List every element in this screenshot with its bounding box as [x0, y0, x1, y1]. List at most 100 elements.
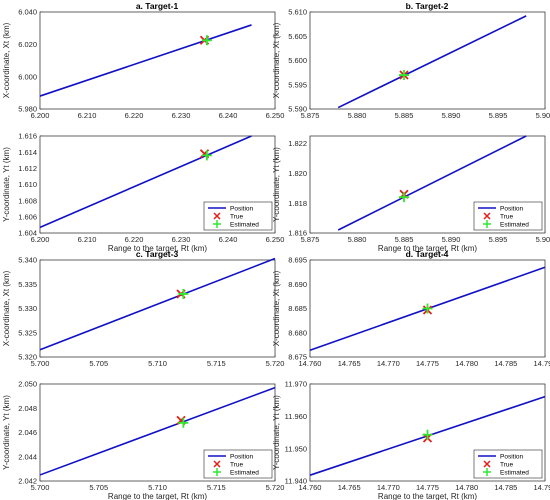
x-tick-label: 14.770	[377, 483, 400, 492]
y-tick-label: 5.320	[18, 353, 37, 362]
marker-estimated	[178, 417, 189, 428]
y-tick-label: 8.695	[288, 256, 307, 265]
y-tick-label: 2.048	[18, 404, 37, 413]
x-tick-label: 6.200	[31, 111, 50, 120]
y-axis-label: Y-coordinate, Yt (km)	[272, 395, 281, 470]
legend-label-true: True	[230, 461, 244, 468]
x-axis-label: Range to the target, Rt (km)	[378, 492, 477, 500]
x-tick-label: 5.890	[442, 235, 461, 244]
x-tick-label: 5.900	[536, 111, 550, 120]
legend-label-position: Position	[500, 453, 524, 460]
x-tick-label: 5.895	[489, 235, 508, 244]
y-tick-label: 11.970	[285, 380, 307, 389]
y-tick-label: 1.822	[288, 139, 307, 148]
y-tick-label: 1.610	[18, 180, 37, 189]
y-tick-label: 5.590	[288, 105, 307, 114]
x-tick-label: 14.765	[338, 359, 361, 368]
legend-swatch-true	[213, 212, 221, 220]
y-tick-label: 11.960	[285, 412, 307, 421]
legend-label-estimated: Estimated	[500, 469, 529, 476]
y-tick-label: 5.340	[18, 256, 37, 265]
legend-swatch-true	[213, 460, 221, 468]
legend-box	[473, 449, 543, 479]
y-axis-label: Y-coordinate, Yt (km)	[2, 147, 11, 222]
x-tick-label: 5.710	[148, 483, 167, 492]
marker-estimated	[201, 35, 212, 46]
x-tick-label: 5.885	[395, 235, 414, 244]
x-tick-label: 5.720	[266, 483, 285, 492]
x-tick-label: 6.230	[172, 111, 191, 120]
legend-label-position: Position	[230, 453, 254, 460]
legend-swatch-true	[483, 212, 491, 220]
y-tick-label: 6.020	[18, 40, 37, 49]
y-axis-label: Y-coordinate, Yt (km)	[2, 395, 11, 470]
y-tick-label: 2.044	[18, 452, 37, 461]
x-tick-label: 6.250	[266, 235, 285, 244]
plot-d-top: 14.760 14.765 14.770 14.775 14.780 14.785 14.7…	[272, 256, 550, 368]
y-tick-label: 1.820	[288, 169, 307, 178]
y-tick-label: 5.605	[288, 32, 307, 41]
x-tick-label: 6.240	[219, 111, 238, 120]
x-axis-label: Range to the target, Rt (km)	[108, 244, 207, 253]
x-tick-label: 5.715	[207, 359, 226, 368]
legend-label-true: True	[500, 461, 514, 468]
y-tick-label: 5.980	[18, 105, 37, 114]
legend-swatch-true	[483, 460, 491, 468]
x-tick-label: 5.715	[207, 483, 226, 492]
y-axis-label: X-coordinate, Xt (km)	[272, 270, 281, 346]
x-tick-label: 6.240	[219, 235, 238, 244]
x-tick-label: 5.705	[89, 483, 108, 492]
x-tick-label: 5.875	[301, 235, 320, 244]
x-tick-label: 5.885	[395, 111, 414, 120]
x-tick-label: 14.770	[377, 359, 400, 368]
x-tick-label: 5.700	[31, 359, 50, 368]
marker-estimated	[399, 70, 409, 81]
y-tick-label: 8.675	[288, 353, 307, 362]
y-axis-label: Y-coordinate, Yt (km)	[272, 147, 281, 222]
legend-label-estimated: Estimated	[230, 221, 259, 228]
x-tick-label: 5.700	[31, 483, 50, 492]
x-tick-label: 6.220	[125, 235, 144, 244]
y-tick-label: 6.040	[18, 8, 37, 17]
y-tick-label: 5.595	[288, 80, 307, 89]
x-tick-label: 14.790	[534, 483, 550, 492]
legend-swatch-estimated	[483, 220, 491, 228]
marker-estimated	[422, 429, 433, 440]
y-tick-label: 1.816	[288, 229, 307, 238]
x-axis-label: Range to the target, Rt (km)	[378, 244, 477, 253]
x-tick-label: 14.760	[299, 483, 322, 492]
legend-swatch-estimated	[483, 468, 491, 476]
y-tick-label: 5.325	[18, 328, 37, 337]
legend-box	[203, 449, 273, 479]
y-tick-label: 2.042	[18, 477, 37, 486]
x-tick-label: 6.220	[125, 111, 144, 120]
x-tick-label: 5.875	[301, 111, 320, 120]
y-axis-label: X-coordinate, Xt (km)	[2, 22, 11, 98]
marker-estimated	[178, 288, 189, 299]
y-axis-label: X-coordinate, Xt (km)	[272, 22, 281, 98]
legend-label-true: True	[500, 213, 514, 220]
y-tick-label: 1.818	[288, 199, 307, 208]
title-target-4: d. Target-4	[406, 249, 449, 259]
series-line-position	[39, 257, 276, 351]
x-tick-label: 5.705	[89, 359, 108, 368]
y-tick-label: 5.330	[18, 304, 37, 313]
x-tick-label: 5.880	[348, 111, 367, 120]
y-tick-label: 2.046	[18, 428, 37, 437]
x-tick-label: 14.775	[416, 359, 439, 368]
y-tick-label: 5.335	[18, 280, 37, 289]
legend-label-true: True	[230, 213, 244, 220]
y-tick-label: 11.950	[285, 444, 307, 453]
series-line-position	[39, 135, 252, 229]
x-tick-label: 14.765	[338, 483, 361, 492]
x-tick-label: 6.210	[78, 235, 97, 244]
x-tick-label: 5.880	[348, 235, 367, 244]
axes-frame	[39, 259, 276, 358]
x-tick-label: 6.200	[31, 235, 50, 244]
plot-a-bottom: 6.200 6.210 6.220 6.230 6.240 6.250 1.604 1.606…	[2, 132, 284, 253]
legend-box	[203, 201, 273, 231]
legend-label-estimated: Estimated	[500, 221, 529, 228]
